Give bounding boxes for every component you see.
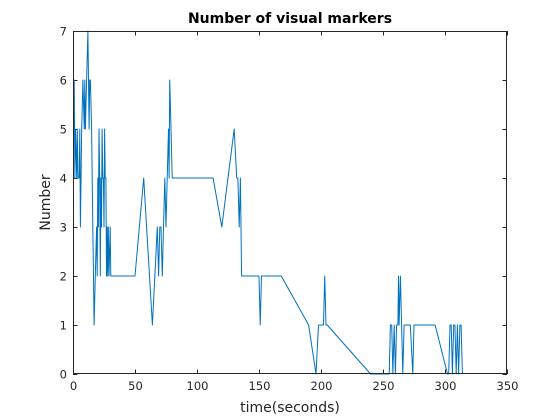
y-tick-labels: 0 1 2 3 4 5 6 7 — [60, 25, 67, 382]
y-tick-label: 7 — [60, 25, 67, 39]
x-tick-label: 150 — [249, 379, 271, 393]
x-tick-label: 250 — [373, 379, 395, 393]
y-tick-label: 6 — [60, 74, 67, 88]
chart-title: Number of visual markers — [188, 11, 392, 27]
y-tick-label: 3 — [60, 221, 67, 235]
x-tick-label: 0 — [70, 379, 77, 393]
x-tick-label: 200 — [311, 379, 333, 393]
plot-frame — [73, 31, 507, 374]
x-tick-label: 300 — [435, 379, 457, 393]
series-line — [73, 30, 463, 375]
x-tick-label: 50 — [128, 379, 143, 393]
y-axis-label: Number — [38, 174, 54, 230]
plot-area — [73, 31, 507, 374]
x-tick-label: 350 — [497, 379, 519, 393]
x-axis-label: time(seconds) — [240, 400, 340, 416]
y-tick-label: 5 — [60, 123, 67, 137]
y-tick-label: 0 — [60, 368, 67, 382]
x-tick-labels: 0 50 100 150 200 250 300 350 — [70, 379, 519, 393]
x-tick-label: 100 — [187, 379, 209, 393]
y-tick-label: 4 — [60, 172, 67, 186]
y-tick-label: 2 — [60, 270, 67, 284]
y-tick-label: 1 — [60, 319, 67, 333]
